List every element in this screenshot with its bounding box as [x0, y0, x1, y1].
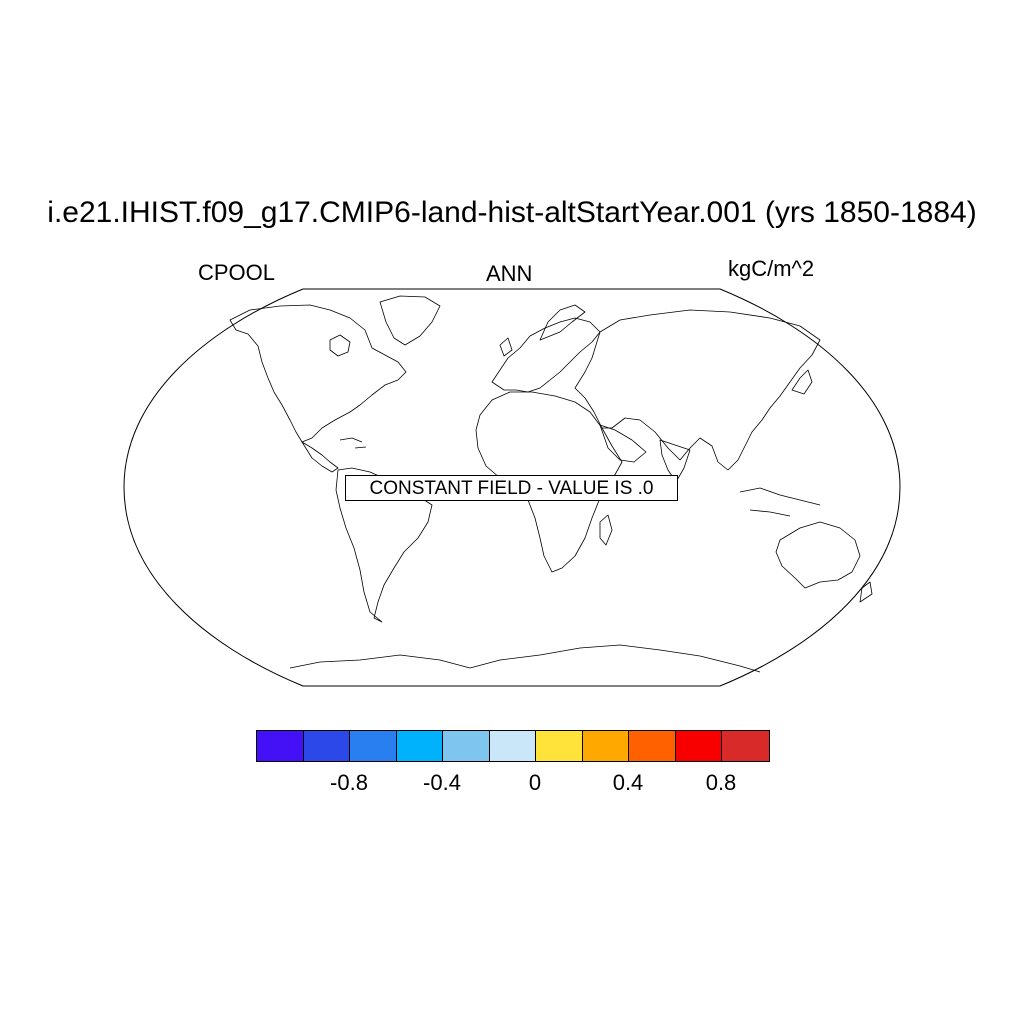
colorbar-swatch	[582, 731, 629, 761]
variable-label: CPOOL	[198, 260, 276, 285]
greenland-coast	[379, 295, 441, 346]
units-label: kgC/m^2	[728, 256, 815, 281]
caribbean-coast	[339, 437, 367, 449]
madagascar-coast	[599, 514, 613, 546]
colorbar-swatch	[489, 731, 536, 761]
colorbar-swatch	[257, 731, 304, 761]
colorbar	[256, 730, 770, 762]
asia-coast	[574, 309, 821, 471]
colorbar-swatch	[396, 731, 443, 761]
scandinavia-coast	[539, 304, 586, 341]
constant-field-notice: CONSTANT FIELD - VALUE IS .0	[345, 475, 678, 501]
colorbar-tick-label: -0.4	[423, 770, 461, 795]
colorbar-tick-label: 0.8	[705, 770, 737, 795]
colorbar-swatch	[443, 731, 490, 761]
colorbar-tick-label: 0	[528, 770, 542, 795]
colorbar-swatch	[350, 731, 397, 761]
season-label: ANN	[486, 261, 533, 286]
british-isles-coast	[499, 337, 513, 357]
indonesia-coast	[739, 487, 821, 517]
north-america-coast	[229, 304, 407, 443]
plot-title: i.e21.IHIST.f09_g17.CMIP6-land-hist-altS…	[47, 196, 977, 229]
arabia-coast	[599, 424, 647, 463]
colorbar-tick-label: -0.8	[330, 770, 368, 795]
europe-coast	[491, 317, 601, 393]
coastlines	[229, 295, 873, 673]
antarctica-coast	[289, 644, 761, 673]
colorbar-swatch	[629, 731, 676, 761]
australia-coast	[775, 521, 861, 589]
colorbar-swatch	[675, 731, 722, 761]
map-frame	[123, 288, 901, 687]
hudson-bay-coast	[329, 334, 351, 357]
colorbar-tick-label: 0.4	[612, 770, 644, 795]
india-coast	[659, 439, 691, 483]
new-zealand-coast	[859, 581, 873, 603]
central-america-coast	[301, 441, 339, 473]
colorbar-swatch	[722, 731, 769, 761]
japan-coast	[791, 369, 813, 395]
colorbar-swatch	[303, 731, 350, 761]
colorbar-swatch	[536, 731, 583, 761]
